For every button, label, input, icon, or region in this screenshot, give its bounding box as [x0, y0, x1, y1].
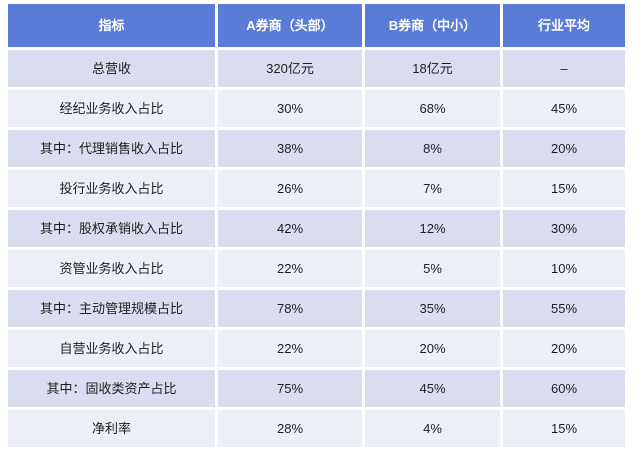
value-cell: 42%	[218, 210, 362, 247]
value-cell: 8%	[365, 130, 500, 167]
value-cell: 22%	[218, 250, 362, 287]
row-label-cell: 净利率	[8, 410, 215, 447]
row-label-cell: 总营收	[8, 50, 215, 87]
row-label-cell: 其中：主动管理规模占比	[8, 290, 215, 327]
value-cell: 15%	[503, 170, 625, 207]
value-cell: 45%	[503, 90, 625, 127]
value-cell: 26%	[218, 170, 362, 207]
value-cell: 18亿元	[365, 50, 500, 87]
value-cell: 38%	[218, 130, 362, 167]
row-label-cell: 其中：固收类资产占比	[8, 370, 215, 407]
row-label-cell: 投行业务收入占比	[8, 170, 215, 207]
value-cell: 45%	[365, 370, 500, 407]
column-header: 指标	[8, 4, 215, 47]
value-cell: –	[503, 50, 625, 87]
value-cell: 35%	[365, 290, 500, 327]
value-cell: 10%	[503, 250, 625, 287]
value-cell: 20%	[503, 330, 625, 367]
value-cell: 20%	[503, 130, 625, 167]
row-label-cell: 其中：股权承销收入占比	[8, 210, 215, 247]
row-label-cell: 自营业务收入占比	[8, 330, 215, 367]
broker-comparison-table: 指标 A券商（头部） B券商（中小） 行业平均总营收 320亿元 18亿元 – 经纪业务收入占…	[8, 4, 625, 447]
value-cell: 28%	[218, 410, 362, 447]
column-header: A券商（头部）	[218, 4, 362, 47]
value-cell: 12%	[365, 210, 500, 247]
value-cell: 20%	[365, 330, 500, 367]
row-label-cell: 其中：代理销售收入占比	[8, 130, 215, 167]
value-cell: 7%	[365, 170, 500, 207]
column-header: B券商（中小）	[365, 4, 500, 47]
value-cell: 30%	[218, 90, 362, 127]
value-cell: 78%	[218, 290, 362, 327]
value-cell: 30%	[503, 210, 625, 247]
value-cell: 5%	[365, 250, 500, 287]
value-cell: 15%	[503, 410, 625, 447]
value-cell: 320亿元	[218, 50, 362, 87]
value-cell: 75%	[218, 370, 362, 407]
row-label-cell: 资管业务收入占比	[8, 250, 215, 287]
value-cell: 4%	[365, 410, 500, 447]
value-cell: 22%	[218, 330, 362, 367]
value-cell: 68%	[365, 90, 500, 127]
value-cell: 60%	[503, 370, 625, 407]
column-header: 行业平均	[503, 4, 625, 47]
row-label-cell: 经纪业务收入占比	[8, 90, 215, 127]
value-cell: 55%	[503, 290, 625, 327]
